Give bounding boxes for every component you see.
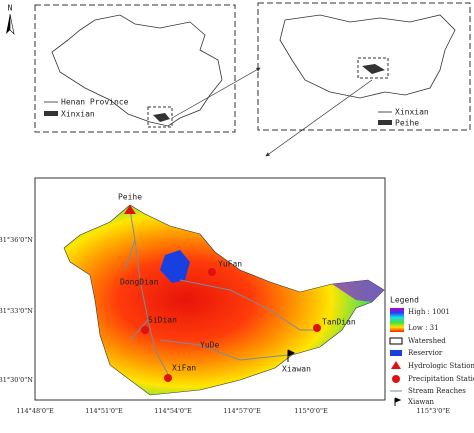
lon-label: 115°0'0"E — [294, 407, 328, 415]
lat-label: 31°30'0"N — [0, 376, 33, 384]
legend-title: Legend — [390, 296, 419, 305]
north-arrow: N — [6, 4, 15, 35]
lon-label: 115°3'0"E — [417, 407, 451, 415]
legend-label: Low : 31 — [408, 324, 439, 332]
station-label: TanDian — [322, 318, 356, 327]
station-label: Xiawan — [282, 365, 311, 374]
lat-label: 31°33'0"N — [0, 307, 33, 315]
lat-label: 31°36'0"N — [0, 236, 33, 244]
station-label: YuFan — [218, 260, 242, 269]
station-label: DongDian — [120, 278, 159, 287]
legend: Legend High : 1001 Low : 31 Watershed Re… — [389, 296, 474, 406]
province-panel: Henan Province Xinxian — [34, 4, 236, 133]
legend-label: Stream Reaches — [408, 387, 466, 395]
lon-label: 114°57'0"E — [223, 407, 261, 415]
legend-label: Reservior — [408, 349, 443, 357]
legend-label: High : 1001 — [408, 308, 450, 316]
lon-label: 114°48'0"E — [16, 407, 54, 415]
north-label: N — [8, 4, 13, 13]
legend-label: Henan Province — [61, 98, 129, 107]
station-label: YuDe — [200, 341, 219, 350]
lon-labels: 114°48'0"E 114°51'0"E 114°54'0"E 114°57'… — [16, 407, 450, 415]
legend-label: Precipitation Station — [408, 375, 474, 383]
county-panel: Xinxian Peihe — [257, 2, 471, 131]
legend-label: Xinxian — [395, 108, 429, 117]
legend-label: Watershed — [408, 337, 446, 345]
lon-label: 114°51'0"E — [85, 407, 123, 415]
station-label: Peihe — [118, 193, 142, 202]
lat-labels: 31°36'0"N 31°33'0"N 31°30'0"N — [0, 236, 33, 384]
legend-label: Hydrologic Station — [408, 362, 474, 370]
lon-label: 114°54'0"E — [154, 407, 192, 415]
station-label: XiFan — [172, 364, 196, 373]
legend-label: Peihe — [395, 119, 419, 128]
legend-label: Xinxian — [61, 110, 95, 119]
main-map: Peihe YuFan DongDian SiDian YuDe XiFan T… — [34, 177, 386, 401]
station-label: SiDian — [148, 316, 177, 325]
legend-label: Xiawan — [408, 398, 435, 406]
